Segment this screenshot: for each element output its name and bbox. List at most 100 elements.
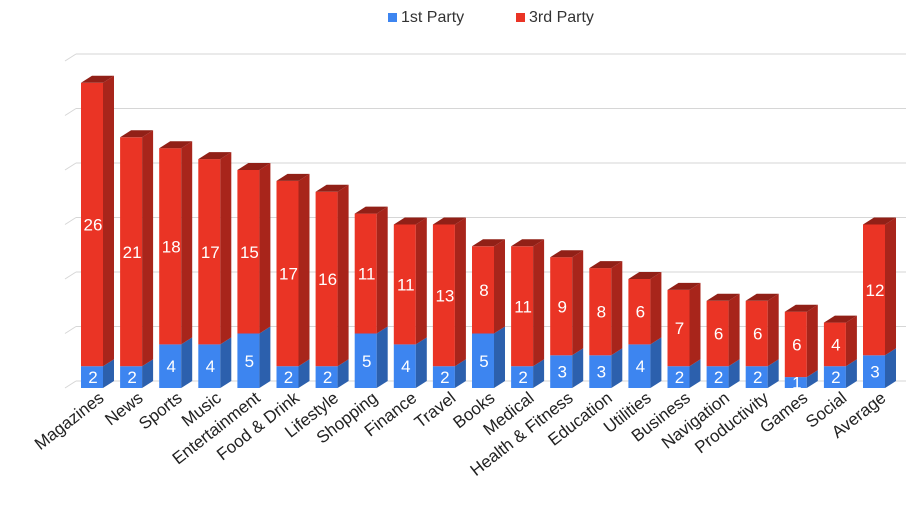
bar-stack xyxy=(159,141,193,388)
data-label-3rd-party: 15 xyxy=(240,243,259,262)
bar-1st-party-front xyxy=(393,344,416,388)
data-labels: 2262214184175152172165114112135821139384… xyxy=(84,216,885,393)
bar-3rd-party-front xyxy=(784,311,807,378)
bar-3rd-party-front xyxy=(81,82,103,367)
data-label-1st-party: 3 xyxy=(557,363,566,382)
bar-1st-party-side xyxy=(533,359,545,388)
bar-1st-party-side xyxy=(885,348,896,388)
x-tick-label: Sports xyxy=(135,388,185,433)
bar-1st-party-side xyxy=(572,348,584,388)
bar-1st-party-side xyxy=(806,370,818,388)
bar-3rd-party-front xyxy=(667,289,690,367)
data-label-3rd-party: 16 xyxy=(318,270,337,289)
bar-3rd-party-side xyxy=(767,293,779,367)
bar-1st-party-side xyxy=(415,337,427,388)
gridline-stub xyxy=(64,271,77,280)
legend-swatch xyxy=(516,13,525,22)
bar-stack xyxy=(784,304,818,388)
bar-stack xyxy=(237,163,271,388)
data-label-3rd-party: 4 xyxy=(831,335,840,354)
data-label-1st-party: 2 xyxy=(518,368,527,387)
bar-stack xyxy=(823,315,857,388)
legend-swatch xyxy=(388,13,397,22)
data-label-3rd-party: 11 xyxy=(358,265,376,284)
bar-1st-party-side xyxy=(728,359,740,388)
bar-top xyxy=(198,152,232,160)
bar-3rd-party-front xyxy=(432,224,455,367)
bar-1st-party-front xyxy=(745,366,768,388)
bar-3rd-party-side xyxy=(806,304,818,378)
bar-stack xyxy=(354,206,388,388)
bar-1st-party-front xyxy=(472,333,494,388)
data-label-1st-party: 2 xyxy=(88,368,97,387)
bar-3rd-party-side xyxy=(650,272,662,345)
bar-3rd-party-front xyxy=(589,268,612,356)
bar-3rd-party-front xyxy=(472,246,494,334)
bar-stack xyxy=(628,272,662,388)
data-label-1st-party: 5 xyxy=(479,352,488,371)
bar-stack xyxy=(120,130,154,388)
bar-top xyxy=(745,293,779,301)
data-label-1st-party: 2 xyxy=(714,368,723,387)
bar-1st-party-front xyxy=(237,333,260,388)
bar-3rd-party-front xyxy=(393,224,416,345)
bar-1st-party-front xyxy=(550,355,573,388)
data-label-1st-party: 5 xyxy=(362,352,371,371)
data-label-1st-party: 4 xyxy=(636,357,645,376)
data-label-1st-party: 2 xyxy=(440,368,449,387)
bar-3rd-party-front xyxy=(237,170,260,334)
bar-3rd-party-side xyxy=(533,239,545,367)
data-label-3rd-party: 6 xyxy=(753,325,762,344)
bar-top xyxy=(237,163,271,170)
data-label-1st-party: 2 xyxy=(127,368,136,387)
bar-1st-party-front xyxy=(863,355,885,388)
bar-3rd-party-side xyxy=(337,184,349,367)
data-label-1st-party: 3 xyxy=(597,363,606,382)
data-label-3rd-party: 13 xyxy=(435,286,454,305)
bar-3rd-party-front xyxy=(706,300,729,367)
data-label-1st-party: 1 xyxy=(792,374,801,393)
data-label-1st-party: 4 xyxy=(206,357,215,376)
bar-1st-party-front xyxy=(511,366,534,388)
bar-1st-party-side xyxy=(454,359,466,388)
legend-label: 1st Party xyxy=(401,9,464,26)
bar-1st-party-side xyxy=(611,348,623,388)
bar-1st-party-front xyxy=(823,366,846,388)
bar-1st-party-front xyxy=(159,344,182,388)
gridline-stub xyxy=(64,162,77,171)
data-label-1st-party: 2 xyxy=(675,368,684,387)
bar-stack xyxy=(432,217,466,388)
data-label-3rd-party: 7 xyxy=(675,319,684,338)
bar-1st-party-front xyxy=(589,355,612,388)
bar-1st-party-side xyxy=(767,359,779,388)
bar-1st-party-front xyxy=(784,377,807,388)
bar-3rd-party-front xyxy=(315,191,338,367)
bar-1st-party-front xyxy=(667,366,690,388)
bar-top xyxy=(432,217,466,225)
bar-3rd-party-side xyxy=(415,217,427,345)
bar-3rd-party-front xyxy=(276,180,299,367)
bar-3rd-party-side xyxy=(259,163,271,334)
bar-3rd-party-side xyxy=(181,141,193,345)
bar-stack xyxy=(550,250,584,388)
bar-top xyxy=(550,250,584,258)
bar-top xyxy=(393,217,427,225)
bar-top xyxy=(628,272,662,279)
bar-1st-party-front xyxy=(120,366,143,388)
bar-top xyxy=(823,315,857,323)
bar-stack xyxy=(198,152,232,388)
gridline-stub xyxy=(64,53,77,62)
bar-3rd-party-front xyxy=(120,137,143,367)
bar-3rd-party-side xyxy=(142,130,154,367)
bar-stack xyxy=(276,173,310,388)
x-axis-tick-labels: MagazinesNewsSportsMusicEntertainmentFoo… xyxy=(31,388,889,480)
bar-1st-party-side xyxy=(103,359,114,388)
bar-top xyxy=(354,206,388,214)
data-label-3rd-party: 21 xyxy=(123,243,142,262)
bar-3rd-party-side xyxy=(728,293,740,367)
bar-3rd-party-side xyxy=(611,261,623,356)
bar-3rd-party-side xyxy=(494,239,505,334)
bar-3rd-party-front xyxy=(745,300,768,367)
bar-top xyxy=(706,293,740,301)
